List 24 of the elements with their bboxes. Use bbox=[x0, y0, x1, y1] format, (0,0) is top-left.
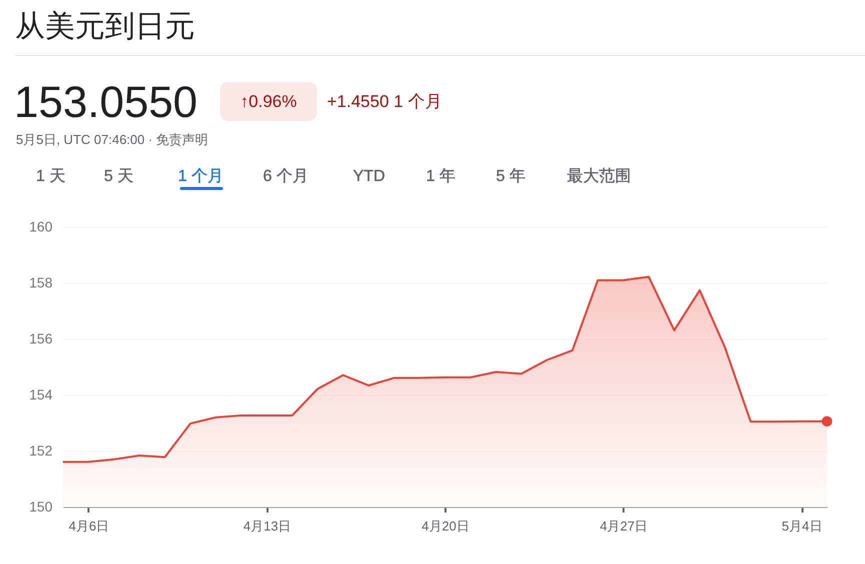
y-tick-label: 154 bbox=[29, 386, 53, 402]
text: 5 天 bbox=[104, 168, 134, 186]
x-tick-label: 4月27日 bbox=[600, 518, 648, 534]
y-tick-label: 158 bbox=[29, 274, 53, 290]
x-tick-label: 4月13日 bbox=[243, 518, 292, 534]
x-tick-label: 4月20日 bbox=[422, 518, 470, 534]
y-tick-label: 160 bbox=[29, 218, 53, 234]
badge: ↑0.96% bbox=[220, 82, 317, 121]
text: YTD bbox=[353, 168, 385, 186]
y-tick-label: 152 bbox=[29, 442, 53, 458]
y-tick-label: 156 bbox=[29, 330, 53, 346]
x-tick-label: 4月6日 bbox=[68, 518, 110, 534]
text: 1 个月 bbox=[178, 168, 224, 186]
text: +1.4550 1 个月 bbox=[327, 92, 442, 112]
text: 1 年 bbox=[426, 168, 456, 186]
text: 最大范围 bbox=[567, 168, 631, 186]
text: 5月5日, UTC 07:46:00 · 免责声明 bbox=[16, 132, 208, 148]
x-tick-label: 5月4日 bbox=[782, 518, 822, 534]
text: 6 个月 bbox=[263, 168, 308, 186]
y-tick-label: 150 bbox=[29, 498, 53, 514]
chart-title: 从美元到日元 bbox=[15, 10, 195, 44]
text: 1 天 bbox=[36, 168, 66, 186]
text: 153.0550 bbox=[14, 78, 198, 129]
text: 5 年 bbox=[496, 168, 526, 186]
